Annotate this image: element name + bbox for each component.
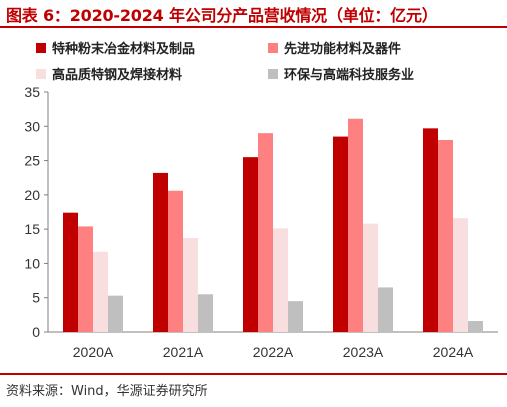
legend-label: 先进功能材料及器件: [284, 41, 401, 57]
legend-label: 高品质特钢及焊接材料: [52, 67, 182, 83]
bar: [363, 223, 378, 332]
source-note: 资料来源：Wind，华源证券研究所: [6, 384, 208, 399]
bar: [273, 228, 288, 332]
bar: [63, 212, 78, 332]
bar: [348, 118, 363, 332]
legend-swatch: [268, 69, 278, 79]
x-tick-label: 2024A: [433, 344, 474, 360]
y-axis: 0 5 10 15 20 25 30 35: [24, 84, 49, 340]
bar: [453, 218, 468, 332]
x-tick-label: 2022A: [253, 344, 294, 360]
bar: [198, 294, 213, 332]
legend-label: 特种粉末冶金材料及制品: [52, 41, 195, 57]
y-tick-label: 35: [24, 84, 40, 100]
y-tick-label: 25: [24, 153, 40, 169]
title-divider: [0, 26, 507, 28]
x-tick-label: 2021A: [163, 344, 204, 360]
y-tick-label: 15: [24, 221, 40, 237]
bar: [93, 251, 108, 332]
y-tick-label: 0: [32, 324, 40, 340]
bar: [333, 136, 348, 332]
bar: [168, 190, 183, 332]
x-tick-label: 2023A: [343, 344, 384, 360]
bar: [378, 287, 393, 332]
bar: [438, 140, 453, 332]
bar: [258, 133, 273, 332]
bar: [183, 238, 198, 332]
chart-title: 图表 6：2020-2024 年公司分产品营收情况（单位：亿元）: [6, 6, 438, 25]
legend-label: 环保与高端科技服务业: [284, 67, 414, 83]
y-tick-label: 30: [24, 118, 40, 134]
bar: [288, 301, 303, 332]
bars: [63, 118, 483, 332]
bar: [108, 295, 123, 332]
bar: [78, 226, 93, 332]
bar: [468, 321, 483, 332]
y-tick-label: 10: [24, 255, 40, 271]
y-tick-label: 20: [24, 187, 40, 203]
source-divider: [0, 373, 507, 375]
legend-swatch: [36, 43, 46, 53]
legend-swatch: [268, 43, 278, 53]
bar: [153, 172, 168, 332]
y-tick-label: 5: [32, 290, 40, 306]
x-axis: 2020A 2021A 2022A 2023A 2024A: [48, 331, 498, 360]
bar: [423, 128, 438, 332]
bar: [243, 157, 258, 332]
legend-swatch: [36, 69, 46, 79]
x-tick-label: 2020A: [73, 344, 114, 360]
